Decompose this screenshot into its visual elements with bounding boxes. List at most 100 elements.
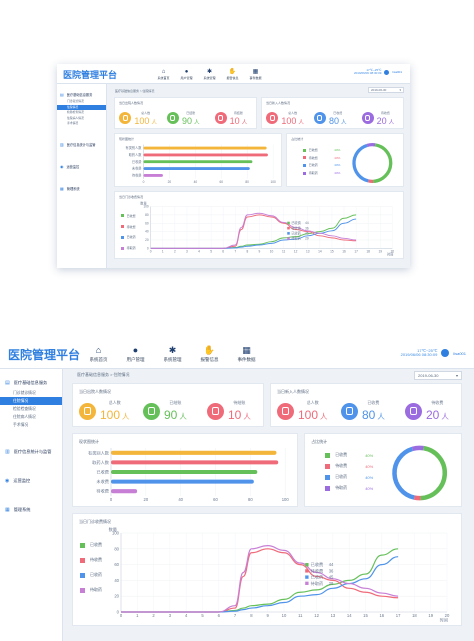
nav-label: 系统首页 (157, 75, 170, 80)
sidebar-item[interactable]: 手术情况 (67, 121, 79, 125)
clipboard-icon (79, 402, 96, 420)
line-legend-item[interactable]: 待收费 (120, 224, 136, 229)
avatar[interactable] (441, 349, 450, 358)
sidebar-item[interactable]: 门诊就诊情况 (13, 391, 36, 395)
chevron-down-icon: ▾ (399, 88, 401, 92)
donut-legend-item[interactable]: 已收药 40% (325, 474, 373, 480)
sidebar-item[interactable]: 门诊就诊情况 (67, 99, 84, 103)
line-series-3 (150, 212, 357, 249)
line-x-tick: 7 (234, 250, 236, 254)
nav-item-hand[interactable]: ✋ 报警信息 (221, 64, 244, 84)
legend-swatch (80, 587, 85, 593)
line-x-tick: 17 (396, 613, 401, 618)
donut-legend-item[interactable]: 待取药 40% (325, 485, 373, 491)
legend-swatch (120, 235, 124, 239)
bar-x-tick: 20 (144, 497, 149, 502)
sidebar-group-grid[interactable]: ▦ 管理系统 (57, 184, 106, 193)
donut-legend-item[interactable]: 待收费 40% (325, 463, 373, 469)
legend-swatch (302, 148, 306, 152)
tooltip-label: 待取药 (291, 236, 301, 241)
main-nav: ⌂ 系统首页 ● 用户管理 ✱ 系统管理 ✋ 报警信息 ▦ 事件数据 (80, 340, 265, 369)
legend-label: 已收费 (308, 148, 318, 153)
donut-legend-item[interactable]: 已收费 40% (325, 452, 373, 458)
tooltip-swatch (287, 226, 290, 230)
donut-legend-item[interactable]: 待取药 40% (302, 171, 340, 175)
line-x-tick: 5 (210, 250, 212, 254)
stat-value: 10 人 (228, 408, 251, 422)
sidebar-item[interactable]: 住院情况 (57, 104, 106, 110)
user-name[interactable]: lisa001 (392, 70, 402, 75)
avatar[interactable] (384, 69, 390, 75)
sidebar-group-chart[interactable]: ▥ 医疗信息统计与监管 (57, 140, 106, 149)
donut-legend-item[interactable]: 已收费 40% (302, 148, 340, 153)
top-bar: 医院管理平台 ⌂ 系统首页 ● 用户管理 ✱ 系统管理 ✋ 报警信息 ▦ 事件数据 17℃~25℃ 20… (57, 64, 410, 84)
sidebar-item[interactable]: 住院病人情况 (67, 115, 84, 120)
stat-label: 待收费 (431, 400, 444, 405)
line-legend-item[interactable]: 待取药 (80, 587, 102, 593)
stat-value: 80 人 (362, 408, 385, 422)
user-name[interactable]: lisa001 (453, 350, 466, 356)
sidebar-group-chart[interactable]: ▥ 医疗信息统计与监管 (0, 446, 62, 458)
bar-x-tick: 0 (110, 497, 113, 502)
sidebar-item[interactable]: 检验检查情况 (67, 110, 84, 114)
nav-item-table[interactable]: ▦ 事件数据 (228, 340, 265, 369)
bar-0 (143, 146, 267, 150)
nav-item-hand[interactable]: ✋ 报警信息 (191, 340, 228, 369)
line-legend-item[interactable]: 待取药 (120, 246, 136, 250)
line-y-tick: 100 (112, 530, 120, 535)
line-legend-item[interactable]: 已收费 (80, 542, 102, 548)
clipboard-shape (218, 115, 224, 122)
line-x-label: 时间 (440, 616, 448, 623)
nav-item-user[interactable]: ● 用户管理 (117, 340, 154, 369)
nav-item-home[interactable]: ⌂ 系统首页 (80, 340, 117, 369)
bar-x-tick: 80 (248, 497, 253, 502)
bar-chart-card: 现状图统计 0 20 40 60 80 100 有类别人数 取药人数 已收费 未收费 待收费 (114, 133, 283, 187)
line-x-tick: 11 (298, 613, 303, 618)
line-y-tick: 40 (114, 578, 119, 583)
nav-label: 系统管理 (203, 75, 216, 80)
nav-item-gear[interactable]: ✱ 系统管理 (198, 64, 221, 84)
sidebar-item[interactable]: 手术情况 (13, 423, 29, 427)
stat-text: 总人数 100 人 (298, 400, 327, 422)
nav-item-table[interactable]: ▦ 事件数据 (244, 64, 267, 84)
sidebar-group-document[interactable]: ▤ 医疗基础信息服务 (57, 90, 106, 99)
tooltip-value: 45 (305, 231, 309, 235)
line-y-label: 数量 (140, 201, 147, 206)
sidebar-group-grid[interactable]: ▦ 管理系统 (0, 504, 62, 516)
line-x-tick: 18 (412, 613, 417, 618)
line-legend-item[interactable]: 待收费 (80, 557, 102, 563)
grid-icon: ▦ (5, 507, 10, 513)
stat-number: 100 (134, 115, 150, 126)
clipboard-shape (122, 115, 128, 122)
sidebar-item[interactable]: 检验检查情况 (13, 407, 36, 411)
gear-icon: ✱ (168, 345, 177, 355)
sidebar-group-monitor[interactable]: ◉ 运营监控 (0, 475, 62, 487)
clipboard-shape (365, 115, 371, 122)
donut-legend-item[interactable]: 已收药 40% (302, 163, 340, 167)
tooltip-label: 待收费 (291, 225, 301, 230)
nav-label: 系统首页 (89, 357, 108, 362)
legend-swatch (80, 557, 85, 563)
sidebar-group-monitor[interactable]: ◉ 运营监控 (57, 162, 106, 171)
donut-legend-item[interactable]: 待收费 40% (302, 156, 340, 160)
bar-3 (143, 167, 250, 170)
line-legend-item[interactable]: 已收药 (80, 572, 102, 578)
line-legend-item[interactable]: 已收费 (120, 214, 136, 218)
sidebar-item[interactable]: 住院病人情况 (13, 415, 36, 419)
nav-item-user[interactable]: ● 用户管理 (175, 64, 198, 84)
legend-label: 待收费 (126, 224, 136, 229)
date-picker[interactable]: 2019-06-30 ▾ (414, 371, 462, 380)
stat-unit: 人 (122, 412, 130, 421)
clipboard-shape (410, 407, 417, 415)
stat-item: 待结账 10 人 (214, 111, 247, 126)
date-picker[interactable]: 2019-06-30 ▾ (368, 87, 404, 93)
nav-item-gear[interactable]: ✱ 系统管理 (154, 340, 191, 369)
user-icon: ● (132, 345, 139, 355)
sidebar-group-document[interactable]: ▤ 医疗基础信息服务 (0, 377, 62, 389)
stat-number: 90 (181, 115, 192, 126)
nav-item-home[interactable]: ⌂ 系统首页 (152, 64, 175, 84)
legend-value: 40% (334, 148, 341, 153)
line-legend-item[interactable]: 已收药 (120, 235, 136, 239)
sidebar-item[interactable]: 住院情况 (0, 397, 62, 405)
stat-number: 20 (376, 115, 387, 126)
